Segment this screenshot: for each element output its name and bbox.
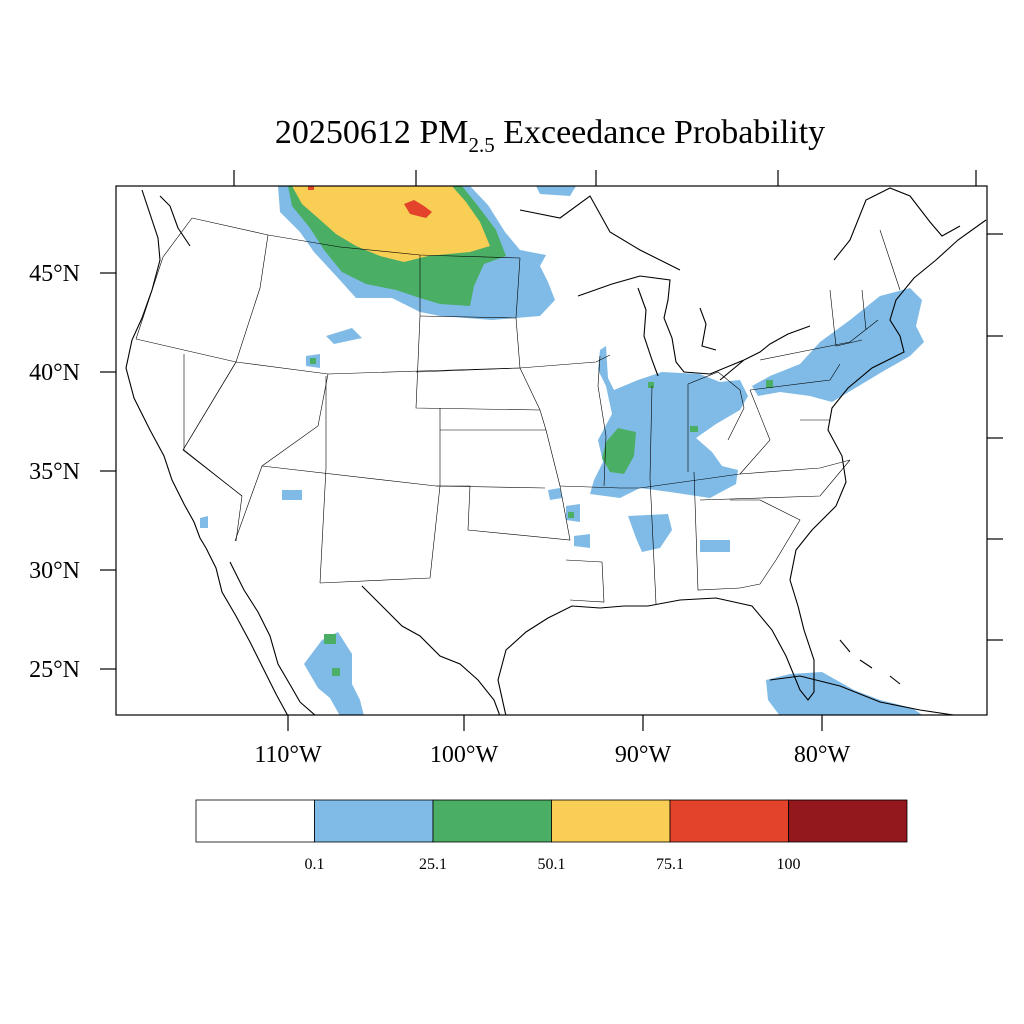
colorbar-box-0 — [195, 799, 315, 843]
field-low — [200, 186, 924, 715]
longitude-labels: 110°W 100°W 90°W 80°W — [254, 742, 850, 768]
title-prefix: 20250612 PM — [275, 114, 469, 151]
lat-label-45: 45°N — [29, 261, 80, 287]
latitude-labels: 45°N 40°N 35°N 30°N 25°N — [29, 261, 80, 683]
tick-marks — [100, 170, 1003, 731]
field-low-caribbean — [766, 672, 923, 715]
state-boundaries — [135, 217, 901, 605]
atlantic-coast — [789, 219, 987, 607]
field-moderate-louisiana — [568, 512, 574, 518]
field-moderate-pa — [766, 380, 773, 388]
field-low-georgia — [700, 540, 730, 552]
colorbar-box-3 — [551, 799, 671, 843]
field-moderate-mexico — [324, 634, 336, 644]
field-low-california — [200, 516, 208, 528]
colorbar-box-5 — [788, 799, 908, 843]
puget-sound — [159, 195, 191, 247]
colorbar-label-0: 0.1 — [305, 856, 325, 873]
lat-label-40: 40°N — [29, 360, 80, 386]
gulf-coast — [497, 597, 815, 715]
title-subscript: 2.5 — [468, 133, 494, 157]
title-suffix: Exceedance Probability — [495, 114, 825, 151]
probability-fields — [200, 186, 924, 715]
bahamas — [839, 639, 901, 685]
border-us-canada — [191, 217, 521, 259]
canada-east — [833, 187, 961, 261]
mexico-pacific — [299, 701, 316, 715]
field-moderate-indiana — [648, 382, 654, 388]
lon-label-90: 90°W — [615, 742, 672, 768]
canada-north — [519, 195, 681, 271]
colorbar-label-2: 50.1 — [538, 856, 566, 873]
field-moderate-ohio — [690, 426, 698, 432]
field-low-louisiana-b — [574, 534, 590, 548]
colorbar-box-2 — [432, 799, 552, 843]
lon-label-110: 110°W — [254, 742, 322, 768]
colorbar-box-4 — [669, 799, 789, 843]
field-high-northern-plains — [292, 186, 490, 262]
baja-california — [205, 547, 289, 715]
pacific-coast — [125, 189, 207, 549]
coastlines — [125, 187, 987, 715]
field-low-canada-east — [536, 186, 576, 196]
lat-label-30: 30°N — [29, 558, 80, 584]
lat-label-25: 25°N — [29, 657, 80, 683]
colorbar-box-1 — [314, 799, 434, 843]
gulf-california — [229, 561, 301, 703]
cuba — [769, 675, 958, 715]
field-low-ohio-valley — [590, 346, 748, 498]
field-moderate-mexico-b — [332, 668, 340, 676]
field-high — [292, 186, 490, 262]
map-title: 20250612 PM2.5 Exceedance Probability — [275, 114, 825, 157]
field-moderate-utah — [310, 358, 316, 364]
field-low-northeast — [752, 288, 924, 402]
field-moderate-arkansas — [602, 428, 636, 474]
colorbar: 0.1 25.1 50.1 75.1 100 — [195, 799, 908, 873]
field-very-high — [308, 186, 432, 218]
lon-label-80: 80°W — [794, 742, 851, 768]
field-low-idaho — [326, 328, 362, 344]
field-low-arkansas — [548, 488, 562, 500]
field-low-mississippi — [628, 514, 672, 552]
rio-grande — [361, 585, 501, 715]
colorbar-label-4: 100 — [777, 856, 801, 873]
colorbar-label-1: 25.1 — [419, 856, 447, 873]
field-very-high-saskatchewan — [404, 200, 432, 218]
colorbar-label-3: 75.1 — [656, 856, 684, 873]
field-very-high-alberta — [308, 186, 314, 190]
lat-label-35: 35°N — [29, 459, 80, 485]
lon-label-100: 100°W — [430, 742, 499, 768]
map-content — [125, 186, 987, 715]
map-frame — [115, 185, 988, 716]
great-lakes — [577, 275, 811, 381]
field-low-arizona — [282, 490, 302, 500]
